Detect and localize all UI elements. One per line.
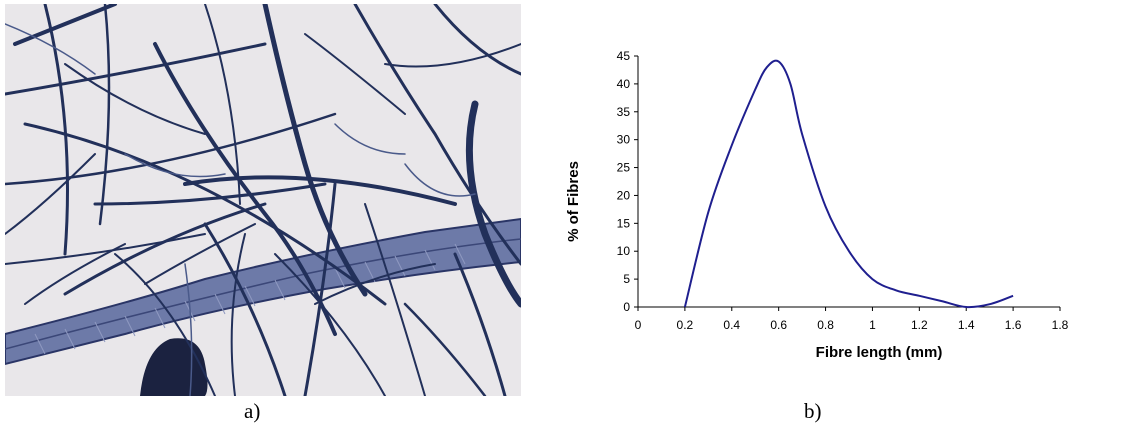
y-tick-label: 30: [617, 133, 631, 147]
x-axis-title: Fibre length (mm): [816, 344, 943, 361]
x-tick-label: 1.6: [1005, 318, 1022, 332]
x-tick-label: 0.4: [723, 318, 740, 332]
y-tick-label: 10: [617, 244, 631, 258]
x-tick-label: 0.2: [677, 318, 694, 332]
x-tick-label: 1: [869, 318, 876, 332]
y-axis-title: % of Fibres: [565, 161, 582, 242]
y-tick-label: 25: [617, 161, 631, 175]
y-axis-ticks: 0 5 10 15 20 25 30 35 40 45: [617, 49, 638, 314]
fibre-length-chart: 0 5 10 15 20 25 30 35 40 45 0 0.2 0.4 0.6 0.8 1 1.2 1.4 1…: [565, 49, 1069, 361]
x-tick-label: 1.4: [958, 318, 975, 332]
fibres: [5, 4, 521, 396]
panel-label-a: a): [244, 399, 261, 423]
x-tick-label: 0: [635, 318, 642, 332]
y-tick-label: 35: [617, 105, 631, 119]
series-line: [683, 59, 1014, 309]
x-tick-label: 0.8: [817, 318, 834, 332]
y-tick-label: 40: [617, 77, 631, 91]
x-tick-label: 1.8: [1052, 318, 1069, 332]
x-tick-label: 1.2: [911, 318, 928, 332]
fibres-light: [5, 23, 476, 396]
x-tick-label: 0.6: [770, 318, 787, 332]
y-tick-label: 20: [617, 188, 631, 202]
y-tick-label: 45: [617, 49, 631, 63]
y-tick-label: 5: [623, 272, 630, 286]
panel-label-b: b): [804, 399, 822, 423]
x-axis-ticks: 0 0.2 0.4 0.6 0.8 1 1.2 1.4 1.6 1.8: [635, 307, 1069, 332]
fibre-micrograph-image: [5, 4, 521, 396]
y-tick-label: 15: [617, 216, 631, 230]
y-tick-label: 0: [623, 300, 630, 314]
